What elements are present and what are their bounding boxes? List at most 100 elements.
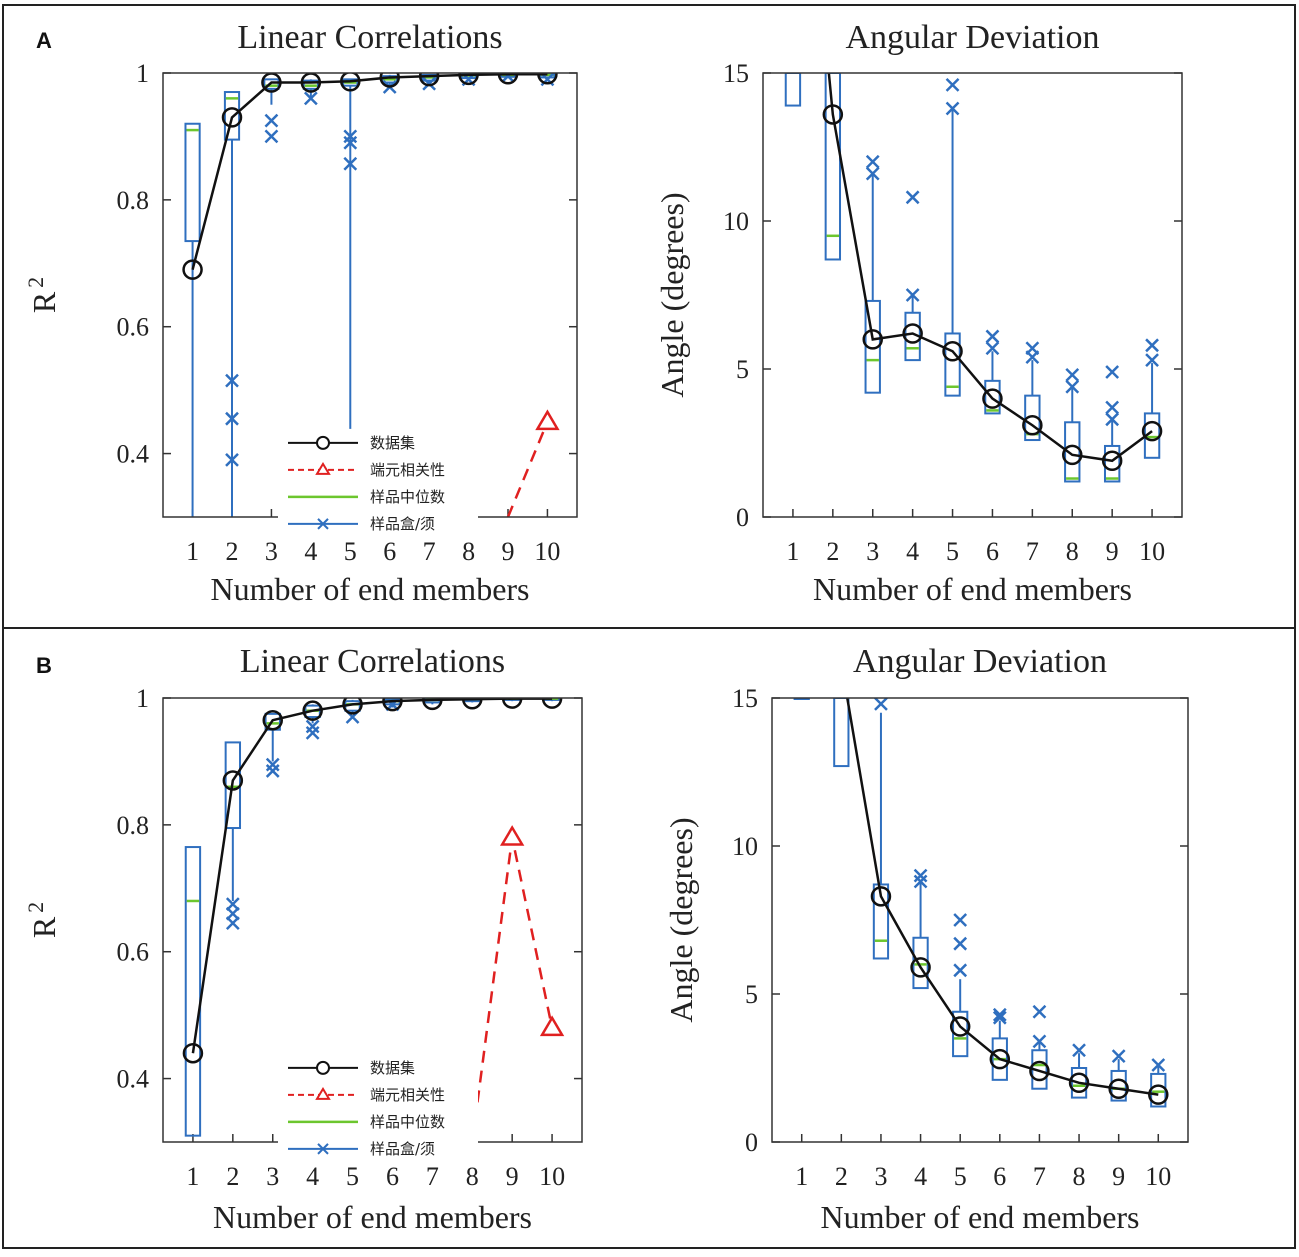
legend-label: 样品中位数 (370, 1113, 445, 1131)
box (784, 73, 802, 107)
outlier-marker (913, 868, 928, 883)
y-axis-label-base: R (26, 291, 62, 313)
outlier-marker (913, 874, 928, 889)
y-tick-label: 5 (745, 980, 758, 1009)
dataset-line (846, 698, 1159, 1096)
legend-label: 端元相关性 (370, 461, 445, 479)
legend-label: 数据集 (370, 434, 415, 452)
y-tick-label: 1 (136, 684, 149, 713)
legend-label: 样品盒/须 (370, 1140, 435, 1158)
outlier-marker (1065, 379, 1080, 394)
x-tick-label: 4 (306, 1162, 319, 1191)
dataset-marker (537, 73, 558, 85)
outlier-marker (305, 726, 320, 740)
plot-frame (771, 697, 1189, 1143)
outlier-marker (422, 76, 437, 91)
dataset-marker (1068, 1072, 1090, 1094)
chart-a-linear-correlations: Linear Correlations Number of end members… (23, 19, 578, 607)
x-tick-label: 7 (426, 1162, 439, 1191)
y-tick-label: 5 (736, 355, 749, 384)
x-tick-label: 7 (1026, 537, 1039, 566)
box (991, 1037, 1008, 1081)
panel-b-frame (2, 627, 1296, 1249)
outlier-marker (264, 113, 279, 128)
outlier-marker (1145, 338, 1159, 353)
box (833, 698, 850, 768)
x-tick-label: 9 (506, 1162, 519, 1191)
plot-area (182, 698, 565, 1142)
y-tick-label: 0.4 (117, 440, 150, 469)
dataset-marker (1148, 1084, 1169, 1105)
x-tick-label: 10 (534, 537, 560, 566)
endmember-marker (535, 409, 560, 431)
outlier-marker (945, 77, 960, 92)
y-tick-label: 0 (736, 503, 749, 532)
dataset-marker (418, 73, 440, 87)
y-tick-label: 10 (732, 832, 758, 861)
legend-label: 数据集 (370, 1059, 415, 1077)
box (872, 883, 890, 960)
x-tick-label: 10 (539, 1162, 565, 1191)
x-tick-label: 5 (954, 1162, 967, 1191)
box (984, 379, 1001, 415)
x-tick-label: 8 (466, 1162, 479, 1191)
x-tick-label: 1 (186, 537, 199, 566)
outlier-marker (1025, 350, 1040, 365)
x-tick-label: 1 (786, 537, 799, 566)
outlier-marker (265, 764, 280, 778)
x-tick-label: 4 (304, 537, 317, 566)
legend-swatch-cross (317, 518, 329, 530)
dataset-line (827, 73, 1153, 463)
outlier-marker (865, 154, 880, 169)
x-tick-label: 9 (502, 537, 515, 566)
dataset-marker (1101, 450, 1123, 472)
dataset-marker (182, 259, 203, 280)
x-axis-label: Number of end members (820, 1199, 1139, 1235)
x-tick-label: 5 (946, 537, 959, 566)
x-tick-label: 2 (226, 1162, 239, 1191)
y-tick-label: 10 (723, 207, 749, 236)
dataset-marker (262, 709, 283, 731)
x-tick-label: 10 (1139, 537, 1165, 566)
x-tick-label: 4 (914, 1162, 927, 1191)
x-tick-label: 6 (386, 1162, 399, 1191)
chart-title: Linear Correlations (240, 643, 505, 680)
x-tick-label: 4 (906, 537, 919, 566)
y-tick-label: 0.6 (117, 313, 150, 342)
chart-b-angular-deviation: Angular Deviation Number of end members An… (663, 643, 1189, 1235)
dataset-marker (910, 957, 931, 978)
legend-swatch-triangle (315, 461, 331, 475)
y-axis-label-superscript: 2 (23, 902, 48, 913)
outlier-marker (225, 453, 239, 467)
box (421, 73, 438, 82)
x-tick-label: 10 (1145, 1162, 1171, 1191)
plot-frame (762, 72, 1183, 518)
y-axis-label-superscript: 2 (23, 277, 48, 288)
x-tick-label: 7 (1033, 1162, 1046, 1191)
dataset-marker (182, 1042, 204, 1064)
box (824, 73, 842, 261)
dataset-marker (422, 698, 443, 711)
outlier-marker (905, 288, 920, 302)
panel-a-frame (2, 4, 1296, 629)
outlier-marker (1105, 412, 1120, 427)
chart-title: Angular Deviation (846, 19, 1100, 56)
legend-box (278, 428, 478, 541)
box (912, 936, 929, 990)
dataset-line (191, 698, 553, 1054)
legend-swatch-circle (316, 1060, 330, 1075)
x-tick-label: 9 (1112, 1162, 1125, 1191)
dataset-marker (382, 698, 403, 712)
x-tick-label: 6 (993, 1162, 1006, 1191)
x-tick-label: 2 (835, 1162, 848, 1191)
x-tick-label: 2 (226, 537, 239, 566)
box (302, 79, 319, 90)
box (184, 122, 201, 243)
x-axis-label: Number of end members (210, 571, 529, 607)
y-tick-label: 0.4 (117, 1065, 150, 1094)
y-tick-label: 0.6 (117, 938, 150, 967)
outlier-marker (1151, 1058, 1166, 1072)
